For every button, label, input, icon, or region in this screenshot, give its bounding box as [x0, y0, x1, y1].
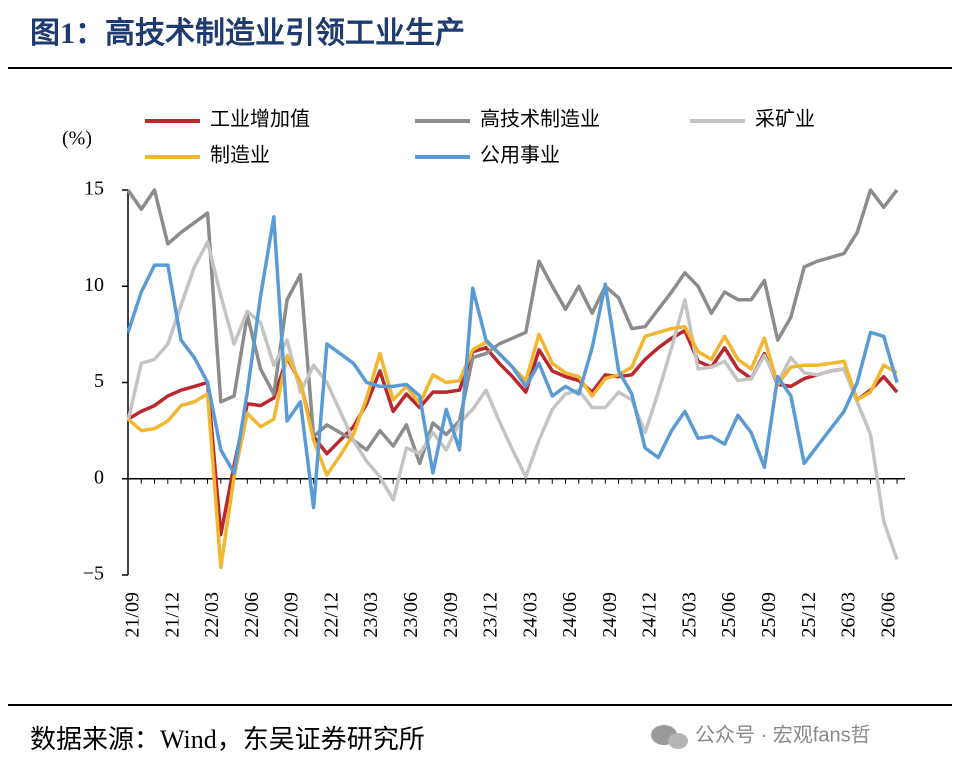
chart-title: 图1：高技术制造业引领工业生产 — [30, 16, 465, 50]
x-tick-label: 23/03 — [360, 592, 382, 638]
x-tick-label: 23/06 — [400, 592, 422, 638]
x-tick-label: 22/09 — [281, 592, 303, 638]
y-tick-label: 0 — [94, 466, 104, 488]
y-axis-label: (%) — [62, 128, 92, 150]
legend-label: 工业增加值 — [210, 108, 310, 131]
legend-label: 公用事业 — [480, 144, 560, 167]
x-tick-label: 25/03 — [678, 592, 700, 638]
legend-label: 高技术制造业 — [480, 108, 600, 131]
series-line — [126, 188, 899, 466]
watermark-icon — [651, 725, 688, 749]
x-tick-label: 22/06 — [241, 592, 263, 638]
x-tick-label: 25/12 — [798, 592, 820, 638]
series-line — [126, 215, 899, 510]
y-tick-label: −5 — [83, 563, 104, 585]
x-tick-label: 21/12 — [161, 592, 183, 638]
legend-label: 制造业 — [210, 144, 270, 167]
watermark: 公众号 · 宏观fans哲 — [695, 723, 871, 746]
x-tick-label: 23/09 — [440, 592, 462, 638]
x-tick-label: 26/06 — [877, 592, 899, 638]
x-tick-label: 23/12 — [480, 592, 502, 638]
x-tick-label: 24/09 — [599, 592, 621, 638]
x-tick-label: 21/09 — [122, 592, 144, 638]
source: 数据来源：Wind，东吴证券研究所 — [30, 725, 425, 754]
x-tick-label: 25/09 — [758, 592, 780, 638]
x-tick-label: 22/03 — [201, 592, 223, 638]
legend-label: 采矿业 — [755, 108, 815, 131]
x-tick-label: 22/12 — [320, 592, 342, 638]
x-tick-label: 24/06 — [559, 592, 581, 638]
y-tick-label: 5 — [94, 370, 104, 392]
y-tick-label: 10 — [84, 274, 104, 296]
series-line — [126, 240, 899, 561]
x-tick-label: 25/06 — [718, 592, 740, 638]
x-tick-label: 26/03 — [838, 592, 860, 638]
x-tick-label: 24/12 — [639, 592, 661, 638]
x-tick-label: 24/03 — [519, 592, 541, 638]
y-tick-label: 15 — [84, 178, 104, 200]
